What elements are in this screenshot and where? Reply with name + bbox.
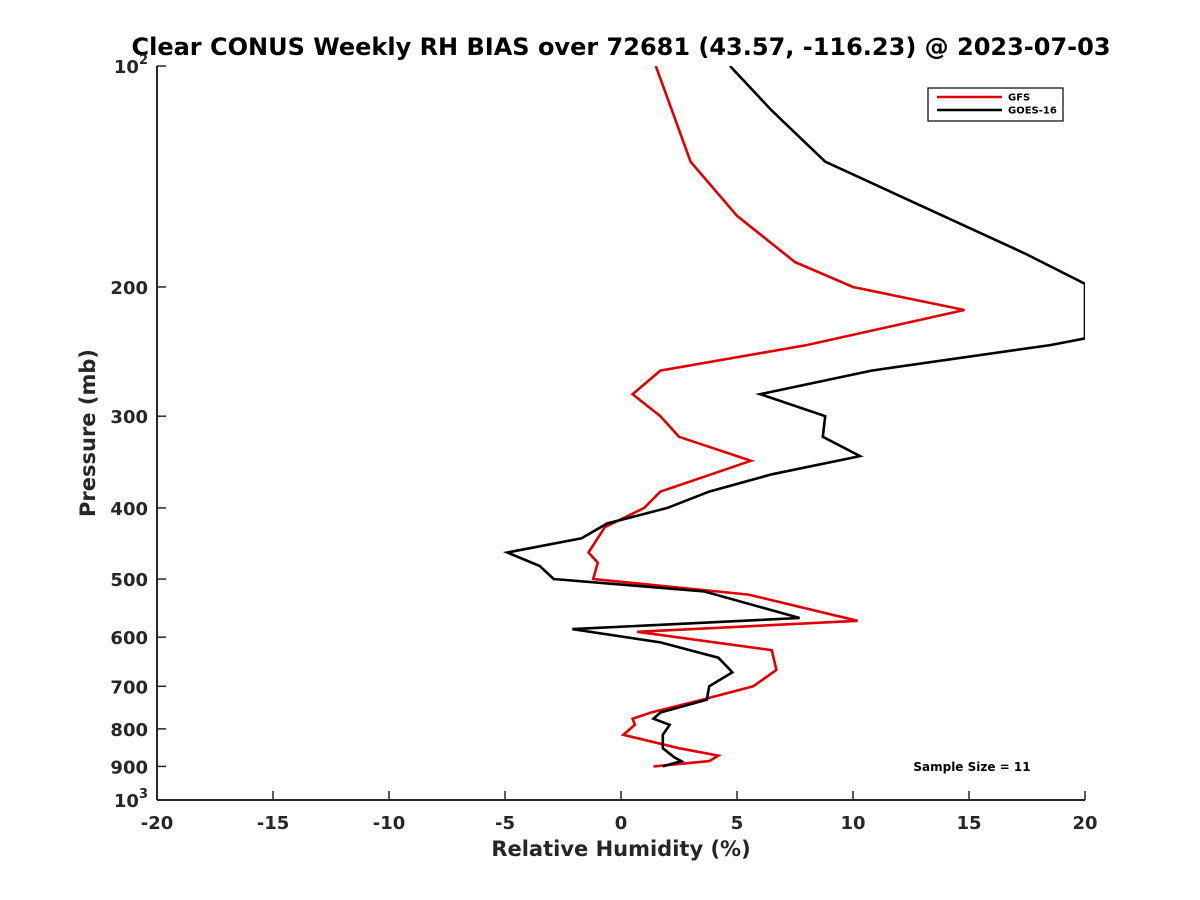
legend-box — [927, 87, 1064, 122]
legend-label: GOES-16 — [1008, 106, 1057, 117]
y-tick-label: 900 — [110, 757, 148, 778]
y-tick-label: 600 — [110, 628, 148, 649]
y-tick-label: 103 — [114, 787, 148, 812]
x-tick-label: -10 — [373, 813, 406, 834]
x-tick-label: -5 — [495, 813, 515, 834]
x-tick-label: 5 — [731, 813, 744, 834]
series-lines — [502, 66, 1085, 768]
y-tick-label: 400 — [110, 499, 148, 520]
y-tick-label: 700 — [110, 677, 148, 698]
x-tick-label: 20 — [1072, 813, 1097, 834]
series-line-gfs — [586, 66, 965, 768]
axes: -20 -15 -10 -5 0 5 10 15 20 102 200 300 400 500 600 700… — [110, 53, 1097, 834]
sample-size-annotation: Sample Size = 11 — [913, 760, 1030, 774]
y-tick-label: 102 — [114, 53, 148, 78]
legend-label: GFS — [1008, 93, 1030, 104]
y-axis-label: Pressure (mb) — [76, 349, 100, 517]
y-tick-label: 800 — [110, 720, 148, 741]
y-tick-label: 200 — [110, 278, 148, 299]
x-tick-label: 0 — [615, 813, 628, 834]
x-tick-label: -20 — [141, 813, 174, 834]
x-axis-label: Relative Humidity (%) — [491, 837, 750, 861]
x-tick-label: -15 — [257, 813, 290, 834]
chart-title: Clear CONUS Weekly RH BIAS over 72681 (4… — [131, 33, 1110, 61]
x-tick-label: 10 — [840, 813, 865, 834]
y-tick-label: 500 — [110, 570, 148, 591]
x-tick-label: 15 — [956, 813, 981, 834]
series-line-goes-16 — [502, 66, 1085, 768]
legend: GFS GOES-16 — [927, 87, 1064, 122]
y-tick-label: 300 — [110, 407, 148, 428]
